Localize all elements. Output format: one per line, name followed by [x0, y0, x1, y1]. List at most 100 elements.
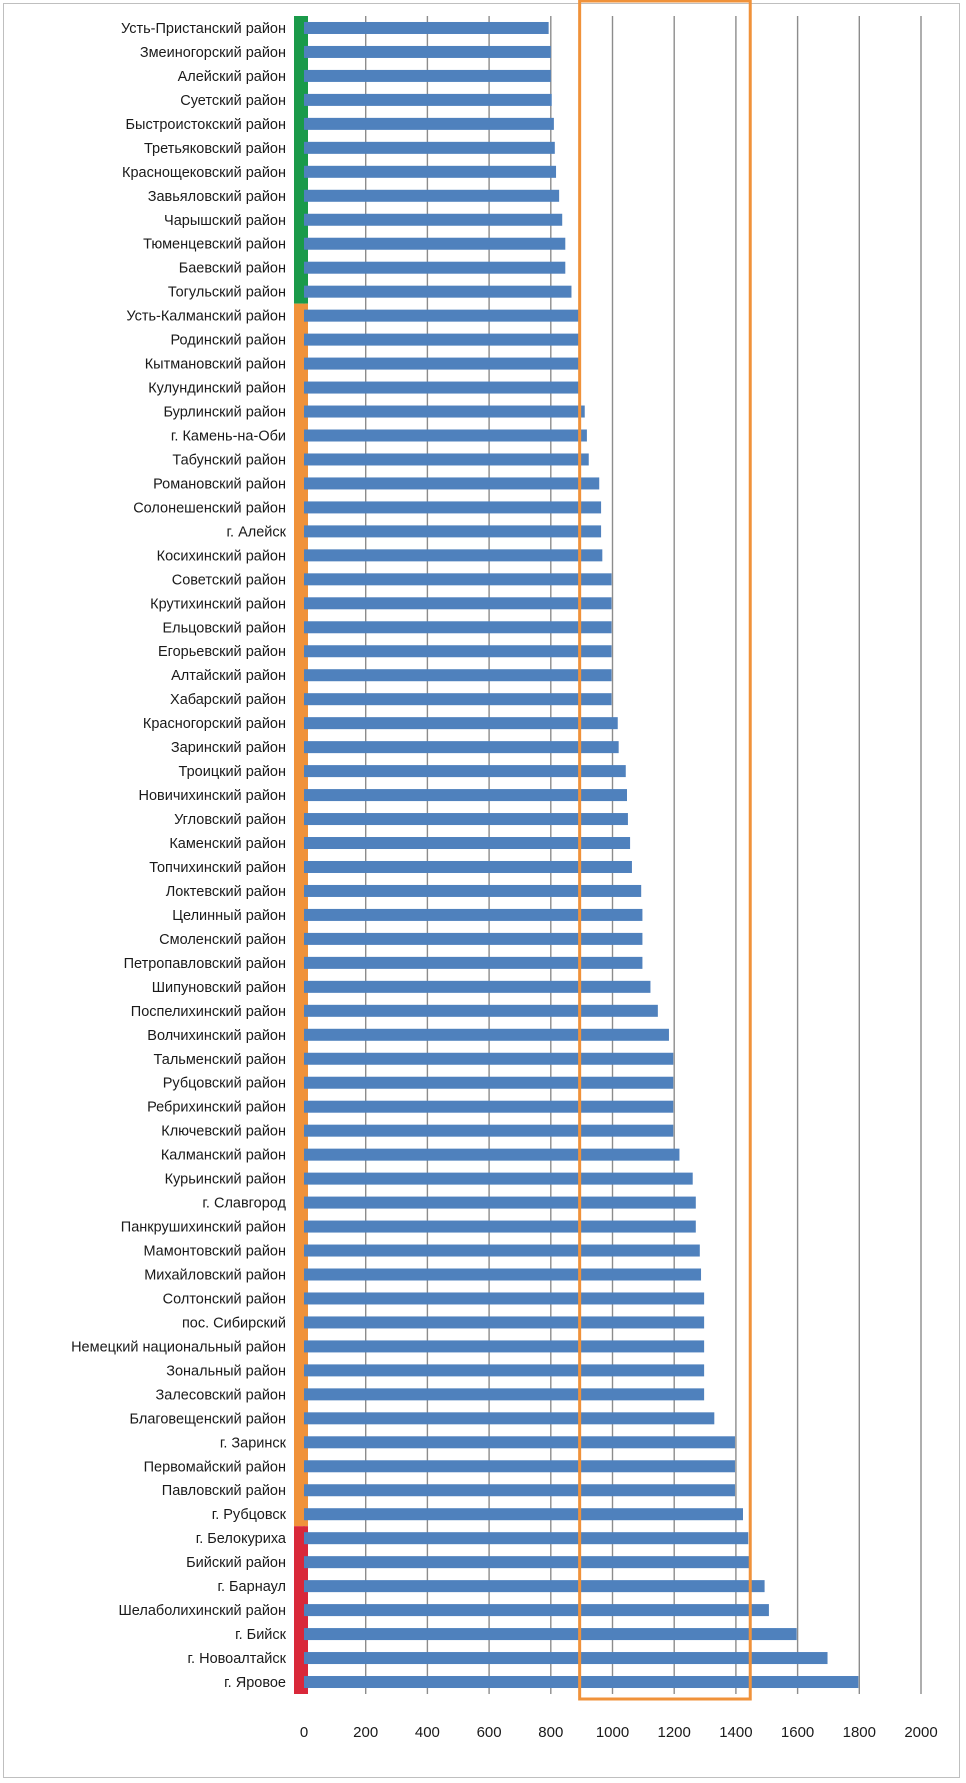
category-label-66: Шелаболихинский район [119, 1603, 287, 1619]
category-label-53: Солтонский район [163, 1291, 286, 1307]
bar-15 [304, 381, 581, 394]
bar-51 [304, 1244, 700, 1257]
category-label-47: Калманский район [161, 1148, 286, 1164]
bar-26 [304, 645, 612, 658]
category-label-35: Топчихинский район [149, 860, 286, 876]
category-label-64: Бийский район [186, 1555, 286, 1571]
bar-4 [304, 117, 554, 130]
category-label-36: Локтевский район [166, 884, 286, 900]
category-label-11: Тогульский район [168, 285, 286, 301]
category-label-8: Чарышский район [164, 213, 286, 229]
bar-25 [304, 621, 612, 634]
bar-18 [304, 453, 589, 466]
category-label-2: Алейский район [178, 69, 286, 85]
bar-47 [304, 1148, 680, 1161]
category-label-48: Курьинский район [165, 1172, 286, 1188]
bar-42 [304, 1028, 669, 1041]
category-label-20: Солонешенский район [133, 500, 286, 516]
bar-45 [304, 1100, 674, 1113]
category-label-30: Заринский район [171, 740, 286, 756]
bar-37 [304, 908, 643, 921]
bar-60 [304, 1460, 735, 1473]
bar-54 [304, 1316, 705, 1329]
bar-0 [304, 21, 549, 34]
category-label-61: Павловский район [162, 1483, 286, 1499]
category-label-58: Благовещенский район [130, 1411, 286, 1427]
bar-13 [304, 333, 581, 346]
bar-43 [304, 1052, 674, 1065]
bar-64 [304, 1556, 752, 1569]
bar-2 [304, 69, 551, 82]
bar-8 [304, 213, 563, 226]
bar-55 [304, 1340, 705, 1353]
category-label-0: Усть-Пристанский район [121, 21, 286, 37]
category-label-43: Тальменский район [154, 1052, 286, 1068]
x-tick-label-1400: 1400 [719, 1724, 752, 1741]
bar-35 [304, 860, 632, 873]
bar-31 [304, 765, 626, 778]
category-label-49: г. Славгород [202, 1196, 286, 1212]
bar-61 [304, 1484, 735, 1497]
bar-21 [304, 525, 602, 538]
category-label-50: Панкрушихинский район [121, 1220, 286, 1236]
category-label-5: Третьяковский район [144, 141, 286, 157]
highlight-box-layer [578, 0, 752, 1701]
bar-11 [304, 285, 572, 298]
bar-30 [304, 741, 619, 754]
category-label-24: Крутихинский район [150, 596, 286, 612]
category-label-44: Рубцовский район [163, 1076, 286, 1092]
category-label-62: г. Рубцовск [212, 1507, 287, 1523]
bar-53 [304, 1292, 705, 1305]
bars [304, 21, 859, 1689]
x-tick-label-1600: 1600 [781, 1724, 814, 1741]
bar-58 [304, 1412, 715, 1425]
category-label-17: г. Камень-на-Оби [171, 429, 286, 445]
category-label-51: Мамонтовский район [143, 1244, 286, 1260]
category-label-4: Быстроистокский район [126, 117, 286, 133]
category-label-60: Первомайский район [144, 1459, 286, 1475]
category-label-59: г. Заринск [220, 1435, 287, 1451]
bar-6 [304, 165, 557, 178]
category-label-52: Михайловский район [144, 1268, 286, 1284]
bar-46 [304, 1124, 674, 1137]
bar-40 [304, 980, 651, 993]
category-label-18: Табунский район [172, 452, 286, 468]
bar-14 [304, 357, 581, 370]
category-label-22: Косихинский район [157, 548, 286, 564]
bar-44 [304, 1076, 674, 1089]
category-label-39: Петропавловский район [124, 956, 286, 972]
bar-10 [304, 261, 566, 274]
x-tick-label-400: 400 [415, 1724, 440, 1741]
x-tick-labels: 0 200 400 600 800 1000 1200 1400 1600 1800 2000 [300, 1724, 938, 1741]
category-label-10: Баевский район [179, 261, 286, 277]
category-label-63: г. Белокуриха [196, 1531, 287, 1547]
bar-3 [304, 93, 552, 106]
bar-39 [304, 956, 643, 969]
bar-19 [304, 477, 600, 490]
x-tick-label-600: 600 [477, 1724, 502, 1741]
category-label-12: Усть-Калманский район [126, 309, 286, 325]
category-label-3: Суетский район [180, 93, 286, 109]
bar-9 [304, 237, 566, 250]
category-label-54: пос. Сибирский [182, 1315, 286, 1331]
category-label-34: Каменский район [169, 836, 286, 852]
highlight-box [578, 0, 752, 1701]
category-label-26: Егорьевский район [158, 644, 286, 660]
category-label-69: г. Яровое [224, 1675, 286, 1691]
bar-68 [304, 1652, 828, 1665]
bar-5 [304, 141, 555, 154]
category-label-45: Ребрихинский район [147, 1100, 286, 1116]
bar-59 [304, 1436, 735, 1449]
category-label-6: Краснощековский район [122, 165, 286, 181]
category-label-7: Завьяловский район [148, 189, 286, 205]
category-label-68: г. Новоалтайск [188, 1651, 287, 1667]
x-tick-label-1800: 1800 [843, 1724, 876, 1741]
x-tick-label-1200: 1200 [658, 1724, 691, 1741]
x-tick-label-2000: 2000 [904, 1724, 937, 1741]
bar-65 [304, 1580, 765, 1593]
category-label-46: Ключевский район [161, 1124, 286, 1140]
bar-52 [304, 1268, 702, 1281]
category-label-33: Угловский район [174, 812, 286, 828]
category-label-42: Волчихинский район [147, 1028, 286, 1044]
bar-7 [304, 189, 560, 202]
